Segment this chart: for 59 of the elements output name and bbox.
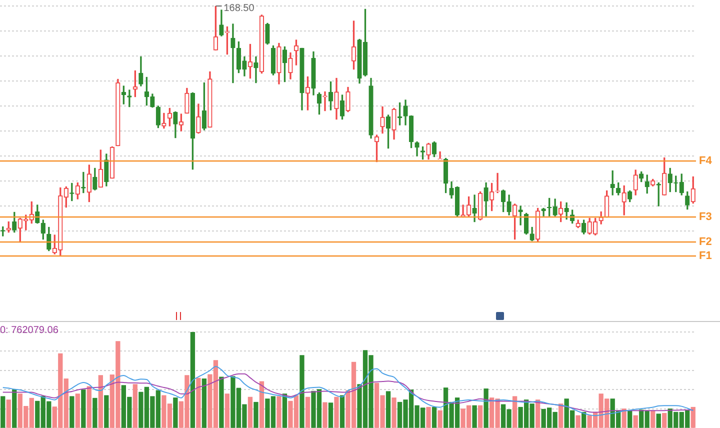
bar (334, 396, 339, 428)
bar (328, 402, 334, 428)
bar (484, 388, 488, 428)
candlestick (162, 112, 166, 129)
bar (104, 395, 109, 428)
bar (86, 386, 92, 428)
bar (70, 396, 74, 428)
bar (633, 415, 638, 428)
bar (340, 395, 345, 428)
bar (535, 400, 540, 428)
bar (254, 402, 258, 428)
bar (202, 378, 207, 428)
bar (92, 398, 98, 428)
bar (582, 412, 586, 428)
bar (662, 412, 667, 428)
bar (558, 404, 564, 428)
ref-line-label: F2 (699, 236, 712, 248)
bar (690, 406, 696, 428)
bar (276, 396, 282, 428)
bar (75, 394, 80, 428)
bar (432, 406, 437, 428)
bar (322, 402, 328, 428)
bar (426, 406, 431, 428)
bar (386, 391, 391, 428)
bar (81, 390, 86, 428)
bar (478, 405, 483, 428)
bar (628, 410, 632, 428)
bar (196, 378, 201, 428)
bar (512, 396, 518, 428)
bar (173, 398, 178, 428)
bar (282, 394, 288, 428)
bar (224, 394, 230, 428)
bar (190, 332, 196, 428)
bar (622, 408, 626, 428)
bar (219, 376, 224, 428)
annotation: 0: 762079.06 (0, 324, 59, 336)
bar (98, 375, 103, 428)
candlestick (230, 24, 236, 84)
bar (650, 410, 656, 428)
ref-line-label: F3 (699, 211, 712, 224)
bar (300, 355, 304, 428)
bar (438, 410, 442, 428)
candlestick (472, 194, 477, 222)
candlestick (254, 56, 258, 84)
ref-line-label: F1 (699, 250, 712, 262)
bar (248, 396, 253, 428)
bar (656, 414, 661, 428)
bar (305, 396, 310, 428)
bar (132, 384, 138, 428)
ref-line-label: F4 (699, 155, 713, 168)
bar (12, 390, 17, 428)
bar (576, 415, 580, 428)
annotation: 168.50 (224, 2, 255, 14)
candlestick (127, 90, 132, 108)
bar (259, 381, 264, 428)
bar (472, 405, 477, 428)
bar (392, 398, 396, 428)
bar (0, 396, 6, 428)
bar (6, 400, 11, 428)
